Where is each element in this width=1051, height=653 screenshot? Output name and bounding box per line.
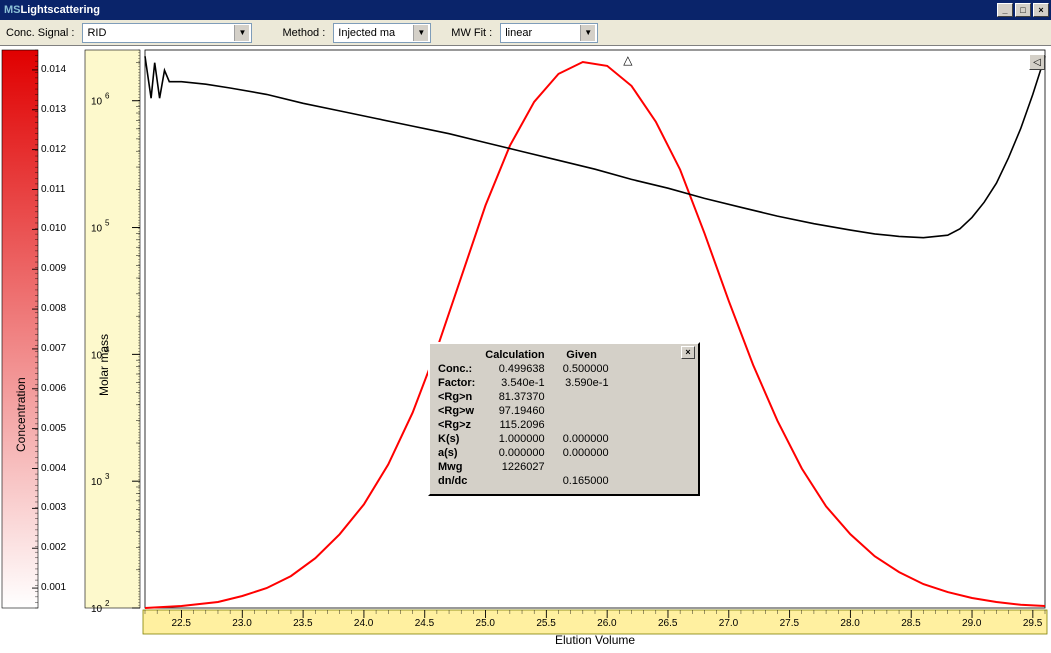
results-panel[interactable]: × Calculation Given Conc.:0.4996380.5000… bbox=[428, 342, 700, 496]
conc-signal-label: Conc. Signal : bbox=[6, 27, 74, 39]
maximize-button[interactable]: □ bbox=[1015, 3, 1031, 17]
results-row: Mwg1226027 bbox=[436, 460, 617, 474]
mwfit-combo[interactable]: linear ▼ bbox=[500, 23, 598, 43]
toolbar: Conc. Signal : RID ▼ Method : Injected m… bbox=[0, 20, 1051, 46]
svg-text:10: 10 bbox=[91, 604, 103, 615]
results-row: dn/dc0.165000 bbox=[436, 474, 617, 488]
results-row: K(s)1.0000000.000000 bbox=[436, 432, 617, 446]
title-prefix: MS bbox=[4, 4, 21, 16]
panel-toggle-button[interactable]: ◁ bbox=[1029, 54, 1045, 70]
minimize-button[interactable]: _ bbox=[997, 3, 1013, 17]
chevron-down-icon: ▼ bbox=[234, 25, 249, 41]
results-row: <Rg>z115.2096 bbox=[436, 418, 617, 432]
results-row: <Rg>w97.19460 bbox=[436, 404, 617, 418]
svg-text:3: 3 bbox=[105, 472, 110, 481]
results-col-given: Given bbox=[553, 348, 617, 362]
results-row: Conc.:0.4996380.500000 bbox=[436, 362, 617, 376]
svg-text:10: 10 bbox=[91, 97, 103, 108]
results-col-calc: Calculation bbox=[483, 348, 552, 362]
svg-text:10: 10 bbox=[91, 477, 103, 488]
title-text: Lightscattering bbox=[21, 4, 100, 16]
svg-text:2: 2 bbox=[105, 599, 110, 608]
results-row: a(s)0.0000000.000000 bbox=[436, 446, 617, 460]
results-table: Calculation Given Conc.:0.4996380.500000… bbox=[436, 348, 617, 488]
chart-area: 102103104105106△ 0.0010.0020.0030.0040.0… bbox=[0, 46, 1051, 653]
method-combo[interactable]: Injected ma ▼ bbox=[333, 23, 431, 43]
results-row: Factor:3.540e-13.590e-1 bbox=[436, 376, 617, 390]
svg-text:5: 5 bbox=[105, 219, 110, 228]
svg-text:6: 6 bbox=[105, 92, 110, 101]
chevron-down-icon: ▼ bbox=[580, 25, 595, 41]
results-row: <Rg>n81.37370 bbox=[436, 390, 617, 404]
molar-mass-axis-label: Molar mass bbox=[97, 334, 111, 396]
close-button[interactable]: × bbox=[1033, 3, 1049, 17]
method-label: Method : bbox=[282, 27, 325, 39]
svg-text:10: 10 bbox=[91, 224, 103, 235]
x-axis-label: Elution Volume bbox=[555, 633, 635, 647]
method-value: Injected ma bbox=[338, 27, 413, 39]
results-close-button[interactable]: × bbox=[681, 346, 695, 359]
chevron-down-icon: ▼ bbox=[413, 25, 428, 41]
peak-marker-icon: △ bbox=[623, 53, 633, 67]
conc-signal-combo[interactable]: RID ▼ bbox=[82, 23, 252, 43]
mwfit-value: linear bbox=[505, 27, 580, 39]
titlebar: MS Lightscattering _ □ × bbox=[0, 0, 1051, 20]
mwfit-label: MW Fit : bbox=[451, 27, 492, 39]
conc-signal-value: RID bbox=[87, 27, 234, 39]
concentration-axis-label: Concentration bbox=[14, 377, 28, 452]
